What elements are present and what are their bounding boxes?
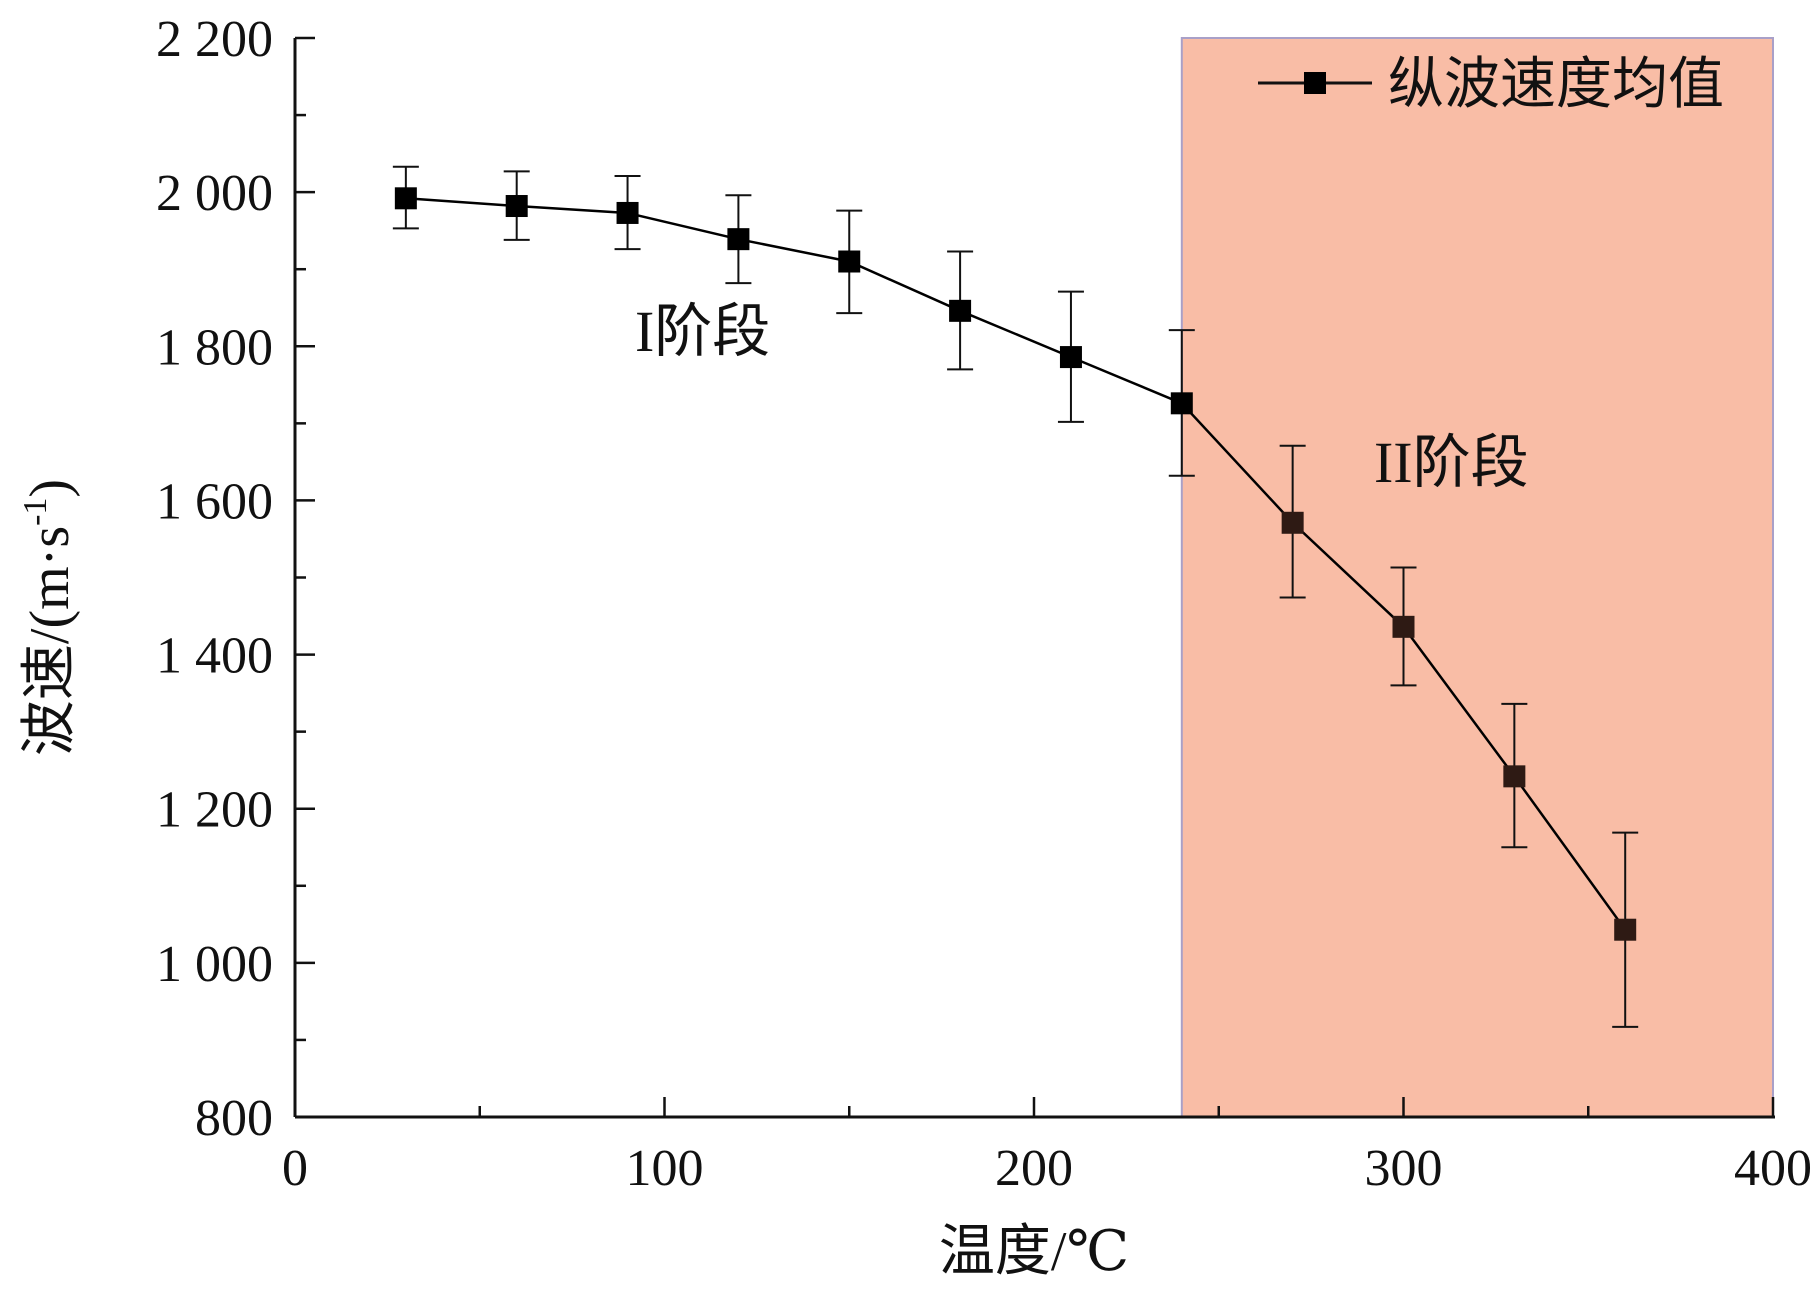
x-tick-label: 300: [1365, 1140, 1443, 1197]
x-axis-title: 温度/℃: [939, 1221, 1129, 1283]
y-axis-title-sup: -1: [17, 498, 54, 526]
x-tick-label: 100: [626, 1140, 704, 1197]
data-point: [1281, 511, 1304, 534]
legend-marker: [1304, 72, 1326, 94]
y-tick-label: 2 200: [156, 11, 273, 68]
data-point: [1503, 765, 1526, 788]
legend: 纵波速度均值: [1258, 54, 1724, 116]
data-point: [1614, 918, 1637, 941]
data-point: [1170, 392, 1193, 415]
x-tick-label: 400: [1734, 1140, 1812, 1197]
x-tick-label: 200: [995, 1140, 1073, 1197]
data-point: [1059, 346, 1082, 369]
data-point: [727, 228, 750, 251]
y-tick-label: 1 600: [156, 473, 273, 530]
data-point: [838, 250, 861, 273]
stage-label: II阶段: [1374, 430, 1529, 495]
y-tick-label: 1 200: [156, 782, 273, 839]
y-tick-label: 800: [195, 1090, 273, 1147]
x-ticks: 0 100 200 300 400: [282, 1097, 1812, 1197]
x-tick-label: 0: [282, 1140, 308, 1197]
stage-label: I阶段: [635, 299, 770, 364]
y-tick-label: 1 000: [156, 936, 273, 993]
shaded-region: [1180, 37, 1775, 1118]
y-axis-title-main: 波速/(m·s: [19, 526, 81, 756]
series-layer: [392, 165, 1639, 1028]
y-axis-title: 波速/(m·s-1): [17, 479, 81, 756]
series-line: [405, 197, 1627, 931]
legend-label: 纵波速度均值: [1388, 54, 1724, 116]
y-ticks: 800 1 000 1 200 1 400 1 600 1 800 2 000 2 200: [156, 11, 315, 1147]
annotations: I阶段 II阶段: [635, 299, 1529, 495]
y-tick-label: 1 400: [156, 628, 273, 685]
y-axis-title-close: ): [19, 479, 81, 498]
data-point: [949, 299, 972, 322]
data-point: [505, 195, 528, 218]
shaded-region-layer: [1180, 37, 1775, 1118]
data-point: [616, 201, 639, 224]
data-point: [394, 187, 417, 210]
y-tick-label: 1 800: [156, 319, 273, 376]
data-point: [1392, 615, 1415, 638]
y-tick-label: 2 000: [156, 165, 273, 222]
